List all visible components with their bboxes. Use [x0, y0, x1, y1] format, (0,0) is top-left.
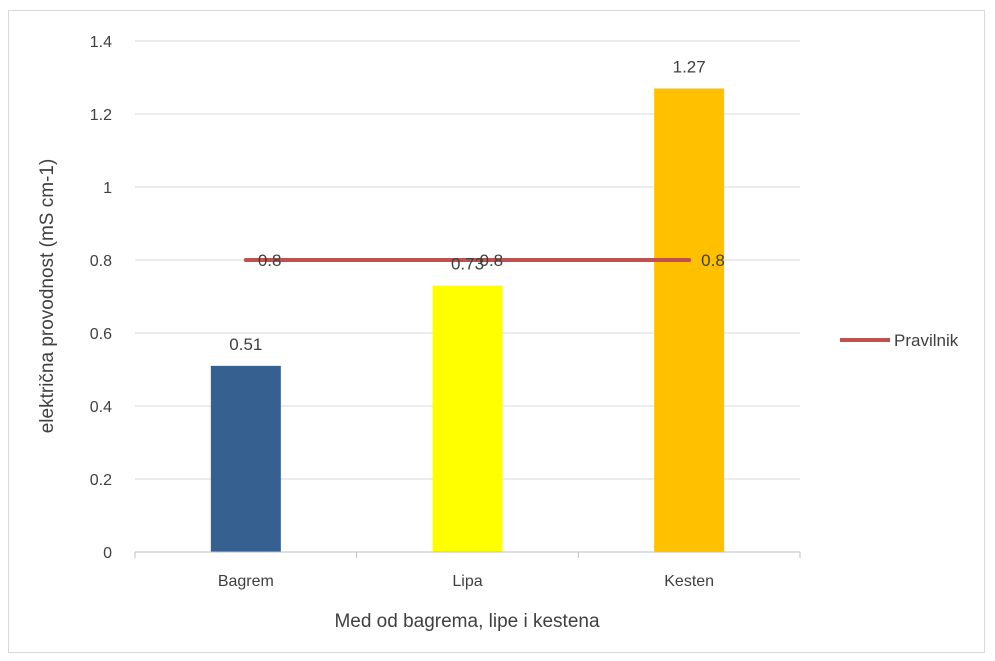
x-tick-label: Lipa [452, 573, 482, 590]
bar-kesten [654, 88, 725, 552]
y-axis-title: električna provodnost (mS cm-1) [37, 159, 58, 434]
x-axis [134, 551, 801, 558]
line-value-label: 0.8 [258, 251, 282, 270]
x-tick-label: Bagrem [218, 573, 274, 590]
legend-label: Pravilnik [894, 331, 959, 350]
bar-bagrem [210, 365, 281, 552]
x-axis-title: Med od bagrema, lipe i kestena [334, 611, 600, 632]
bar-value-label: 1.27 [673, 57, 706, 76]
data-labels: 0.51 0.73 1.27 0.8 0.8 0.8 [229, 57, 725, 353]
y-tick-label: 1.4 [90, 34, 112, 51]
bar-value-label: 0.51 [229, 335, 262, 354]
line-value-label: 0.8 [480, 251, 504, 270]
y-tick-label: 1 [103, 180, 112, 197]
x-tick-labels: Bagrem Lipa Kesten [218, 573, 714, 590]
line-value-label: 0.8 [701, 251, 725, 270]
x-tick-label: Kesten [664, 573, 714, 590]
y-tick-labels: 0 0.2 0.4 0.6 0.8 1 1.2 1.4 [90, 34, 112, 562]
y-tick-label: 0.6 [90, 326, 112, 343]
bars [210, 88, 725, 552]
y-tick-label: 0 [103, 545, 112, 562]
y-tick-label: 0.2 [90, 472, 112, 489]
y-tick-label: 0.4 [90, 399, 112, 416]
legend: Pravilnik [840, 331, 959, 350]
bar-value-label: 0.73 [451, 255, 484, 274]
y-tick-label: 1.2 [90, 107, 112, 124]
y-tick-label: 0.8 [90, 253, 112, 270]
bar-lipa [432, 285, 503, 552]
